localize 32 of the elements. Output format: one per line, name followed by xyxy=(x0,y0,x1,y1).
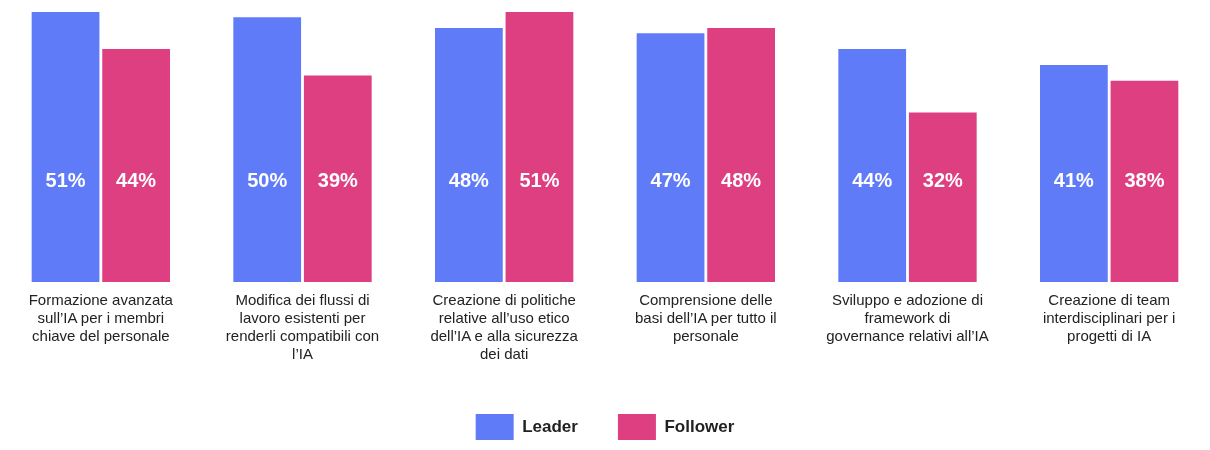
data-label: 50% xyxy=(247,168,288,191)
data-label: 41% xyxy=(1053,168,1095,191)
data-label: 48% xyxy=(721,168,762,191)
bar xyxy=(303,75,372,282)
data-label: 38% xyxy=(1124,168,1165,191)
data-label: 32% xyxy=(922,168,964,191)
bar xyxy=(1039,64,1108,282)
data-label: 51% xyxy=(519,168,560,191)
x-tick-label: Creazione di team interdisciplinari per i progetti di IA xyxy=(1042,291,1176,345)
bar xyxy=(233,17,302,282)
bar xyxy=(102,49,171,282)
x-tick-label: Sviluppo e adozione di framework di governance relativi all’IA xyxy=(826,291,989,345)
data-label: 44% xyxy=(116,168,157,191)
bar xyxy=(707,27,776,282)
data-label: 51% xyxy=(45,168,86,191)
bar xyxy=(435,27,503,282)
legend-label: Leader xyxy=(522,416,579,436)
data-label: 39% xyxy=(317,168,359,191)
x-tick-label: Creazione di politiche relative all’uso etico dell’IA e alla sicurezza dei dati xyxy=(430,291,579,363)
bar xyxy=(505,12,574,282)
bar xyxy=(31,12,100,282)
x-tick-label: Formazione avanzata sull’IA per i membri chiave del personale xyxy=(28,291,174,345)
data-label: 47% xyxy=(650,168,691,191)
legend-label: Follower xyxy=(664,416,735,436)
x-tick-label: Modifica dei flussi di lavoro esistenti per renderli compatibili con l’IA xyxy=(225,291,380,363)
x-tick-label: Comprensione delle basi dell’IA per tutto il personale xyxy=(634,291,777,345)
bar xyxy=(908,112,977,282)
data-label: 48% xyxy=(448,168,490,191)
bar xyxy=(1110,80,1179,282)
data-label: 44% xyxy=(852,168,893,191)
bar xyxy=(838,49,907,282)
bar xyxy=(636,33,705,282)
